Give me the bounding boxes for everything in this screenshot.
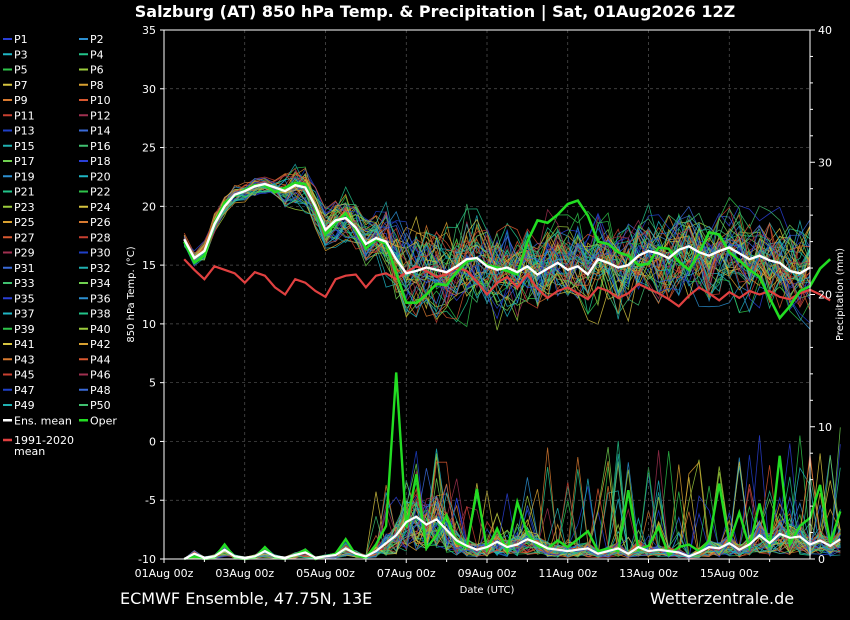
legend-label: P44 — [90, 353, 111, 366]
x-tick-label: 09Aug 00z — [458, 567, 517, 580]
legend-label: P25 — [14, 216, 35, 229]
y-tick-label: 30 — [142, 83, 156, 96]
legend-label: P49 — [14, 399, 35, 412]
member-temp-line — [183, 167, 811, 305]
member-temp-line — [183, 171, 811, 296]
y-tick-label: 5 — [149, 377, 156, 390]
legend-label: P45 — [14, 369, 35, 382]
x-axis-label: Date (UTC) — [460, 585, 515, 596]
legend-label: P11 — [14, 109, 35, 122]
legend-label-ens-mean: Ens. mean — [14, 414, 72, 427]
y-tick-label: 10 — [142, 318, 156, 331]
x-tick-label: 05Aug 00z — [296, 567, 355, 580]
legend-label: P1 — [14, 33, 28, 46]
axes: -10 -5 0 5 10 15 20 25 30 35 0 10 20 30 40 01Aug 00z 03A… — [126, 24, 846, 596]
legend: P1 P2 P3 P4 P5 P6 P7 P8 P9 P10 P11 P12 P13 P14 P15 P16 P… — [3, 33, 117, 458]
y2-tick-label: 30 — [818, 156, 832, 169]
legend-label: P43 — [14, 353, 35, 366]
legend-label: P42 — [90, 338, 111, 351]
x-tick-label: 11Aug 00z — [538, 567, 597, 580]
legend-label-climatology: mean — [14, 445, 45, 458]
legend-label: P40 — [90, 323, 111, 336]
y2-axis-label: Precipitation (mm) — [835, 248, 846, 341]
legend-label: P21 — [14, 186, 35, 199]
legend-label: P47 — [14, 384, 35, 397]
legend-label: P3 — [14, 48, 28, 61]
legend-label: P28 — [90, 231, 111, 244]
y-tick-label: -5 — [145, 494, 156, 507]
site-label: Wetterzentrale.de — [650, 589, 795, 608]
legend-label: P4 — [90, 48, 104, 61]
legend-label: P6 — [90, 64, 104, 77]
highlight-series — [183, 181, 842, 561]
member-precip-line — [183, 483, 841, 560]
y2-tick-label: 0 — [818, 553, 825, 566]
legend-label: P29 — [14, 247, 35, 260]
legend-label: P16 — [90, 140, 111, 153]
legend-label: P50 — [90, 399, 111, 412]
ens-mean-precip-line — [183, 515, 841, 560]
legend-label: P24 — [90, 201, 111, 214]
legend-label: P19 — [14, 170, 35, 183]
legend-label: P7 — [14, 79, 28, 92]
legend-label: P48 — [90, 384, 111, 397]
legend-label: P9 — [14, 94, 28, 107]
legend-label: P36 — [90, 292, 111, 305]
y-tick-label: 25 — [142, 142, 156, 155]
legend-label: P26 — [90, 216, 111, 229]
x-tick-label: 13Aug 00z — [619, 567, 678, 580]
legend-label: P14 — [90, 125, 111, 138]
ens-mean-temp-line — [183, 182, 811, 277]
legend-label: P18 — [90, 155, 111, 168]
legend-label: P20 — [90, 170, 111, 183]
legend-label: P15 — [14, 140, 35, 153]
climatology-line — [183, 258, 831, 308]
legend-label: P8 — [90, 79, 104, 92]
ensemble-member-lines — [183, 163, 841, 560]
x-tick-label: 03Aug 00z — [215, 567, 274, 580]
legend-label: P17 — [14, 155, 35, 168]
legend-label: P2 — [90, 33, 104, 46]
y-tick-label: 20 — [142, 200, 156, 213]
legend-label: P46 — [90, 369, 111, 382]
member-temp-line — [183, 185, 811, 295]
y2-tick-label: 20 — [818, 289, 832, 302]
legend-label-climatology: 1991-2020 — [14, 434, 74, 447]
x-tick-label: 15Aug 00z — [700, 567, 759, 580]
member-temp-line — [183, 182, 811, 297]
chart-title: Salzburg (AT) 850 hPa Temp. & Precipitat… — [134, 2, 736, 21]
legend-label: P12 — [90, 109, 111, 122]
legend-label: P23 — [14, 201, 35, 214]
legend-label: P39 — [14, 323, 35, 336]
legend-label: P35 — [14, 292, 35, 305]
y2-tick-label: 10 — [818, 421, 832, 434]
legend-label: P32 — [90, 262, 111, 275]
legend-label-oper: Oper — [90, 414, 117, 427]
legend-label: P31 — [14, 262, 35, 275]
legend-label: P41 — [14, 338, 35, 351]
y-tick-label: 35 — [142, 24, 156, 37]
y-tick-label: 0 — [149, 435, 156, 448]
source-label: ECMWF Ensemble, 47.75N, 13E — [120, 589, 373, 608]
y-tick-label: 15 — [142, 259, 156, 272]
legend-label: P38 — [90, 308, 111, 321]
legend-label: P10 — [90, 94, 111, 107]
y-axis-label: 850 hPa Temp. (°C) — [126, 246, 137, 342]
oper-temp-line — [183, 181, 832, 321]
legend-label: P27 — [14, 231, 35, 244]
legend-label: P37 — [14, 308, 35, 321]
legend-label: P30 — [90, 247, 111, 260]
y-tick-label: -10 — [138, 553, 156, 566]
legend-label: P13 — [14, 125, 35, 138]
y2-tick-label: 40 — [818, 24, 832, 37]
x-tick-label: 01Aug 00z — [135, 567, 194, 580]
legend-label: P33 — [14, 277, 35, 290]
legend-label: P5 — [14, 64, 28, 77]
x-tick-label: 07Aug 00z — [377, 567, 436, 580]
legend-label: P22 — [90, 186, 111, 199]
legend-label: P34 — [90, 277, 111, 290]
